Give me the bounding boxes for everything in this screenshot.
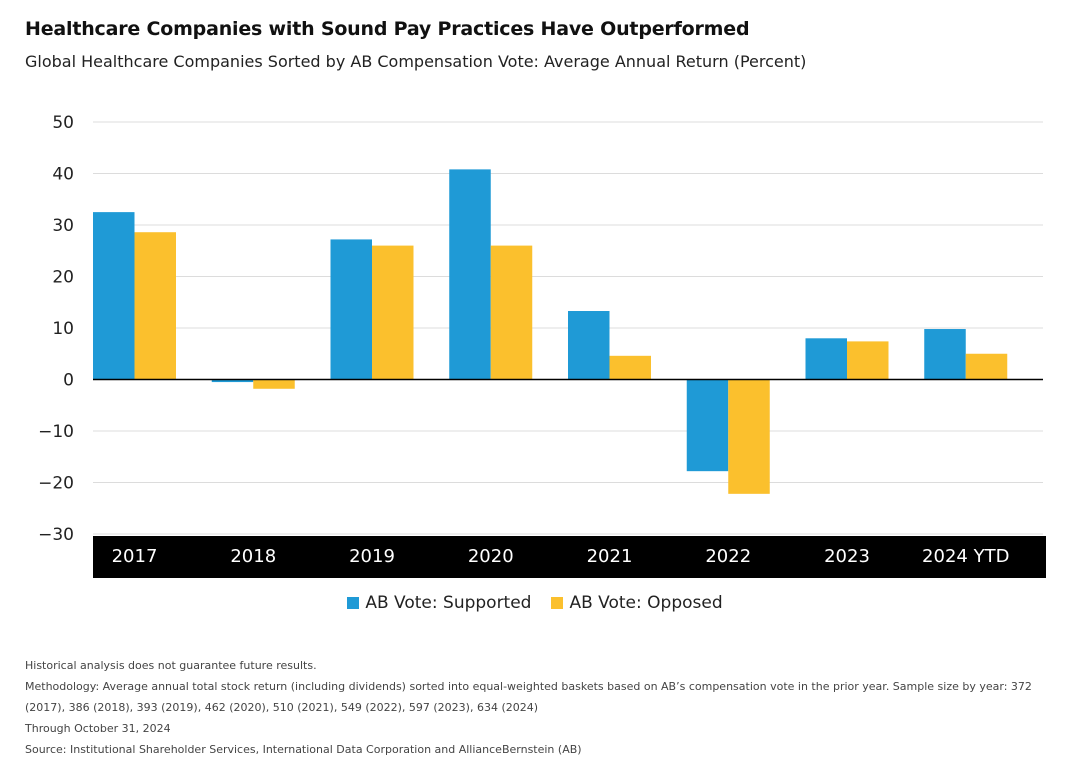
bar-supported-2024-ytd (924, 329, 966, 380)
y-tick-label: 20 (52, 268, 74, 288)
bar-supported-2022 (686, 379, 729, 472)
bar-opposed-2020 (490, 245, 533, 380)
bar-supported-2021 (568, 311, 610, 380)
y-tick-label: 50 (52, 113, 74, 133)
footnotes: Historical analysis does not guarantee f… (25, 655, 1045, 760)
bar-chart: 50 40 30 20 10 0 −10 −20 −30 2017 2018 2019 2020 2021… (38, 113, 1046, 578)
footnote-source: Source: Institutional Shareholder Servic… (25, 743, 582, 756)
footnote-disclaimer: Historical analysis does not guarantee f… (25, 659, 317, 672)
bar-supported-2018 (211, 379, 254, 383)
bar-opposed-2017 (134, 232, 176, 380)
bar-opposed-2022 (728, 379, 770, 494)
x-tick-label: 2022 (705, 546, 751, 567)
legend-swatch-supported (347, 597, 360, 609)
y-tick-label: −20 (38, 474, 74, 494)
footnote-through-date: Through October 31, 2024 (25, 722, 171, 735)
bar-supported-2017 (93, 212, 135, 380)
bar-supported-2023 (805, 338, 847, 380)
footnote-methodology: Methodology: Average annual total stock … (25, 680, 1032, 714)
legend-label-supported: AB Vote: Supported (365, 593, 532, 613)
x-tick-label: 2017 (112, 546, 158, 567)
bar-supported-2019 (330, 239, 372, 380)
legend-swatch-opposed (551, 597, 564, 609)
y-tick-label: −30 (38, 525, 74, 545)
bar-opposed-2024-ytd (965, 353, 1008, 380)
chart-subtitle: Global Healthcare Companies Sorted by AB… (25, 52, 807, 71)
bar-supported-2020 (449, 169, 491, 380)
x-tick-label: 2020 (468, 546, 514, 567)
bar-opposed-2019 (372, 245, 414, 380)
category-axis-band (93, 536, 1046, 578)
bar-opposed-2018 (253, 379, 295, 389)
chart-legend: AB Vote: Supported AB Vote: Opposed (0, 593, 1070, 613)
chart-title: Healthcare Companies with Sound Pay Prac… (25, 18, 750, 40)
y-tick-label: 30 (52, 216, 74, 236)
x-tick-label: 2021 (587, 546, 633, 567)
x-tick-label: 2018 (230, 546, 276, 567)
legend-item-opposed: AB Vote: Opposed (551, 593, 723, 613)
bar-opposed-2021 (609, 355, 651, 380)
y-tick-label: −10 (38, 422, 74, 442)
legend-label-opposed: AB Vote: Opposed (569, 593, 723, 613)
y-tick-label: 40 (52, 165, 74, 185)
x-tick-label: 2019 (349, 546, 395, 567)
x-tick-label: 2024 YTD (922, 546, 1009, 567)
legend-item-supported: AB Vote: Supported (347, 593, 531, 613)
y-tick-label: 0 (63, 371, 74, 391)
bar-opposed-2023 (847, 341, 889, 380)
y-tick-label: 10 (52, 319, 74, 339)
x-tick-label: 2023 (824, 546, 870, 567)
